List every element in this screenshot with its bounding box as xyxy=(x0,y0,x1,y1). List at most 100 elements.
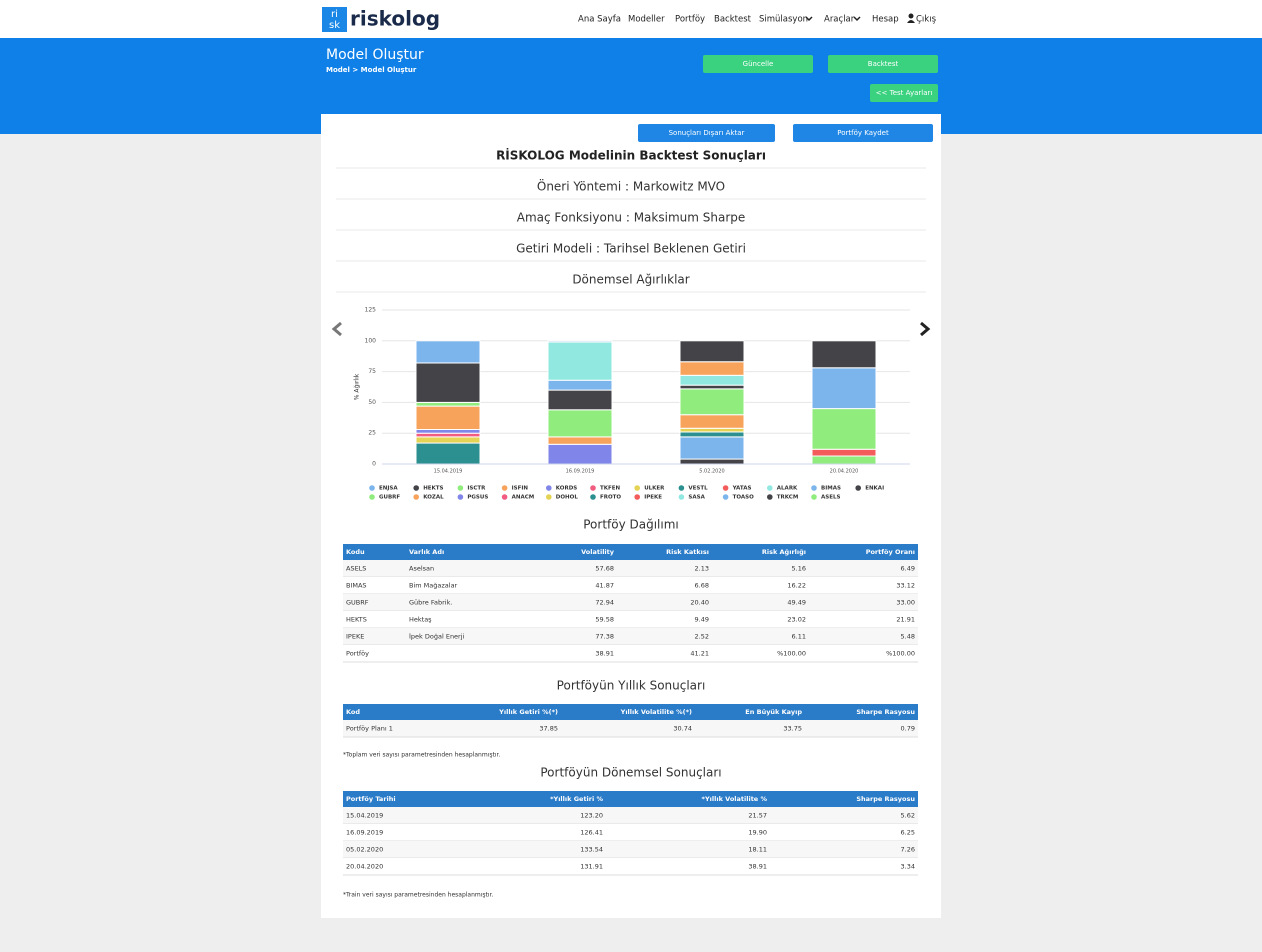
bar-segment xyxy=(415,362,481,403)
bar-segment xyxy=(415,432,481,438)
logo-box xyxy=(322,7,347,32)
table-cell: 6.11 xyxy=(792,633,806,641)
table-cell: 30.74 xyxy=(673,725,692,733)
table-header xyxy=(343,704,918,720)
column-header: *Yıllık Volatilite % xyxy=(702,795,768,803)
nav-link[interactable]: Backtest xyxy=(714,15,752,25)
button-label[interactable]: Portföy Kaydet xyxy=(837,129,889,137)
bar-segment xyxy=(679,427,745,433)
legend-marker xyxy=(457,494,464,500)
bar-segment xyxy=(547,443,613,465)
bar-segment xyxy=(679,431,745,438)
table-cell: İpek Doğal Enerji xyxy=(409,632,465,641)
table-cell: 9.49 xyxy=(695,616,709,624)
legend-marker xyxy=(767,494,773,500)
next-arrow[interactable] xyxy=(920,321,931,337)
legend-label: ISFIN xyxy=(512,486,529,492)
table-cell: Portföy xyxy=(346,650,369,658)
card-title: RİSKOLOG Modelinin Backtest Sonuçları xyxy=(496,148,766,163)
nav-link[interactable]: Portföy xyxy=(675,15,705,25)
bar-segment xyxy=(811,340,877,369)
column-header: Volatility xyxy=(581,548,615,556)
table-row xyxy=(343,594,918,611)
legend-label: ALARK xyxy=(777,486,798,492)
table-cell: 38.91 xyxy=(595,650,614,658)
table-header xyxy=(343,544,918,560)
button[interactable] xyxy=(703,55,813,73)
legend-marker xyxy=(413,485,420,491)
bar-segment xyxy=(679,388,745,416)
logo-icon: ri xyxy=(331,9,338,20)
nav-link[interactable]: Ana Sayfa xyxy=(578,15,621,25)
legend-label: FROTO xyxy=(600,495,621,501)
table-cell: 5.16 xyxy=(792,565,806,573)
table-cell: 133.54 xyxy=(580,846,603,854)
table-cell: 23.02 xyxy=(787,616,806,624)
table-cell: 6.25 xyxy=(901,829,915,837)
table-cell: Portföy Planı 1 xyxy=(346,725,393,733)
nav-link[interactable]: Modeller xyxy=(628,15,665,25)
bar-segment xyxy=(679,361,745,376)
table-cell: 33.00 xyxy=(896,599,915,607)
section-title: Portföyün Dönemsel Sonuçları xyxy=(540,766,721,780)
legend-label: BIMAS xyxy=(821,486,841,492)
dropdown-caret xyxy=(805,16,813,22)
info-line: Amaç Fonksiyonu : Maksimum Sharpe xyxy=(517,211,746,225)
table-row xyxy=(343,628,918,645)
button-label[interactable]: Backtest xyxy=(868,60,899,68)
button[interactable] xyxy=(870,84,938,102)
bar-segment xyxy=(547,340,613,343)
table-cell: 16.09.2019 xyxy=(346,829,383,837)
column-header: Sharpe Rasyosu xyxy=(856,795,915,803)
table-cell: 59.58 xyxy=(595,616,614,624)
legend-label: TOASO xyxy=(733,495,754,501)
button-label[interactable]: Güncelle xyxy=(743,60,774,68)
button[interactable] xyxy=(793,124,933,142)
footnote: *Toplam veri sayısı parametresinden hesa… xyxy=(343,752,500,759)
column-header: Kod xyxy=(346,708,360,716)
legend-label: YATAS xyxy=(732,486,752,492)
column-header: Yıllık Getiri %(*) xyxy=(498,708,558,716)
nav-link[interactable]: Araçlar xyxy=(824,15,855,25)
nav-link[interactable]: Çıkış xyxy=(916,15,937,25)
section-title: Portföy Dağılımı xyxy=(583,518,679,532)
table-cell: 123.20 xyxy=(580,812,603,820)
column-header: Yıllık Volatilite %(*) xyxy=(620,708,692,716)
button[interactable] xyxy=(638,124,775,142)
legend-label: ENKAI xyxy=(865,486,884,492)
legend-label: ASELS xyxy=(821,495,840,501)
button-label[interactable]: << Test Ayarları xyxy=(876,89,933,97)
breadcrumb[interactable]: Model > Model Oluştur xyxy=(326,66,417,74)
legend-marker xyxy=(546,485,552,491)
button[interactable] xyxy=(828,55,938,73)
logo[interactable]: riskolog xyxy=(350,7,440,31)
button-label[interactable]: Sonuçları Dışarı Aktar xyxy=(669,129,745,137)
bar-segment xyxy=(415,429,481,434)
table-cell: %100.00 xyxy=(886,650,915,658)
table-cell: 6.49 xyxy=(901,565,915,573)
nav-link[interactable]: Hesap xyxy=(872,15,899,25)
legend-label: ANACM xyxy=(512,495,535,501)
legend-label: ISCTR xyxy=(467,486,486,492)
info-line: Getiri Modeli : Tarihsel Beklenen Getiri xyxy=(516,242,746,256)
legend-marker xyxy=(811,485,817,491)
nav-link[interactable]: Simülasyon xyxy=(759,15,808,25)
legend-marker xyxy=(722,494,729,500)
table-cell: 20.04.2020 xyxy=(346,863,383,871)
column-header: Risk Katkısı xyxy=(666,548,709,556)
table-cell: 41.21 xyxy=(690,650,709,658)
prev-arrow[interactable] xyxy=(331,321,342,337)
table-cell: 18.11 xyxy=(748,846,767,854)
legend-marker xyxy=(722,485,729,491)
table-cell: 33.12 xyxy=(896,582,915,590)
table-cell: HEKTS xyxy=(346,616,367,624)
bar-segment xyxy=(811,455,877,465)
table-cell: 37.85 xyxy=(539,725,558,733)
section-title: Dönemsel Ağırlıklar xyxy=(572,273,689,287)
column-header: Portföy Oranı xyxy=(866,548,915,556)
column-header: Sharpe Rasyosu xyxy=(856,708,915,716)
table-cell: 57.68 xyxy=(595,565,614,573)
table-cell: 15.04.2019 xyxy=(346,812,383,820)
table-cell: GUBRF xyxy=(346,599,369,607)
